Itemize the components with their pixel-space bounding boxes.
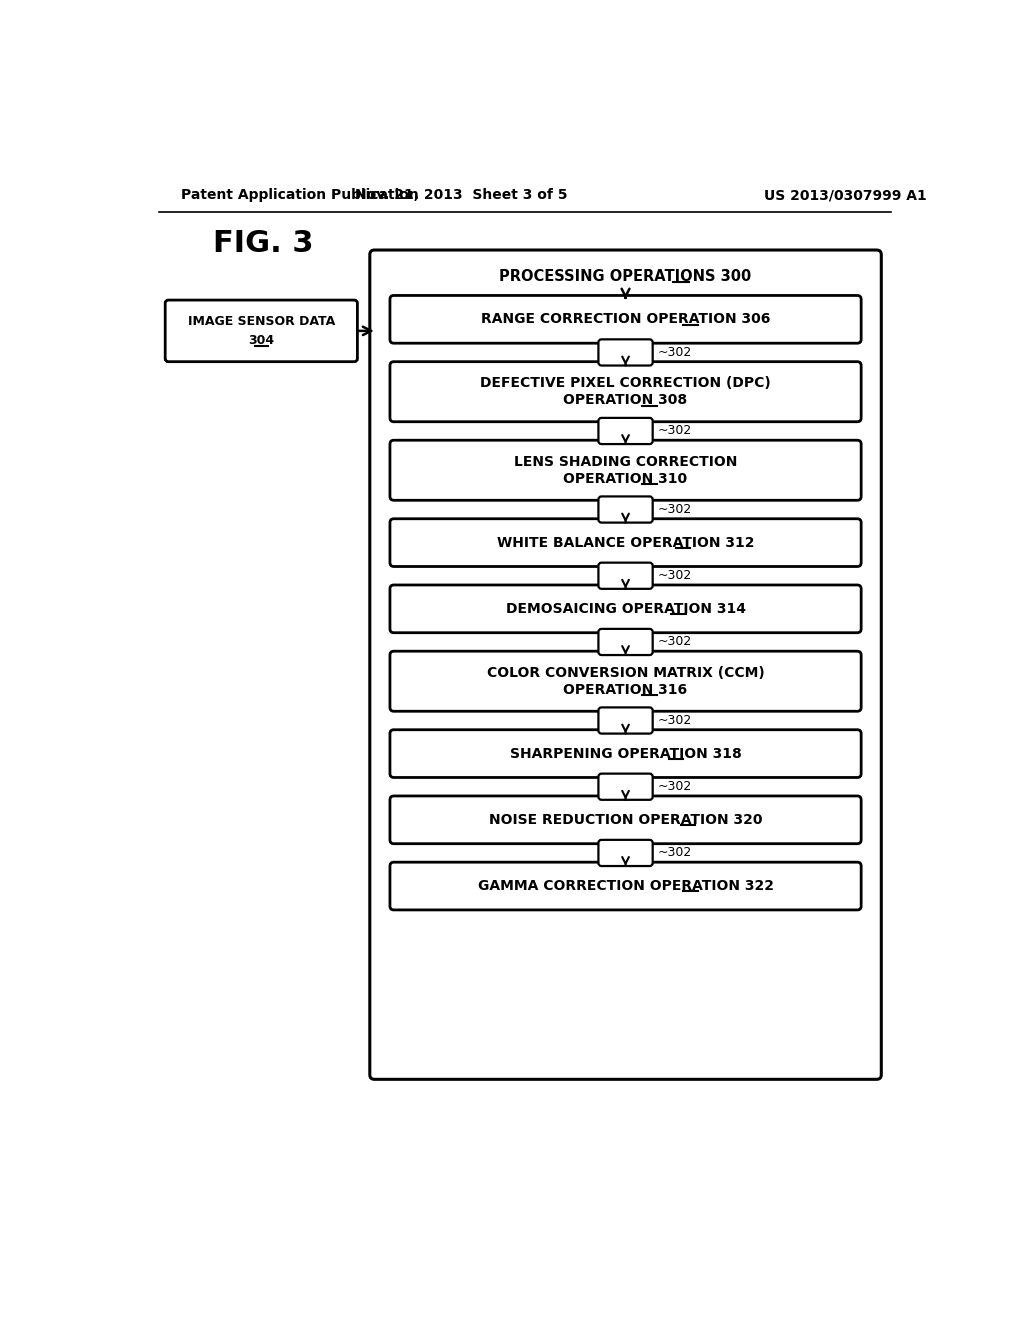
Text: DEFECTIVE PIXEL CORRECTION (DPC): DEFECTIVE PIXEL CORRECTION (DPC) — [480, 376, 771, 391]
Text: Nov. 21, 2013  Sheet 3 of 5: Nov. 21, 2013 Sheet 3 of 5 — [355, 189, 567, 202]
Text: ~302: ~302 — [657, 569, 691, 582]
Text: ~302: ~302 — [657, 503, 691, 516]
FancyBboxPatch shape — [390, 585, 861, 632]
Text: ~302: ~302 — [657, 780, 691, 793]
Text: DEMOSAICING OPERATION 314: DEMOSAICING OPERATION 314 — [506, 602, 745, 616]
FancyBboxPatch shape — [370, 249, 882, 1080]
FancyBboxPatch shape — [598, 628, 652, 655]
Text: Patent Application Publication: Patent Application Publication — [180, 189, 419, 202]
Text: 304: 304 — [248, 334, 274, 347]
FancyBboxPatch shape — [390, 441, 861, 500]
Text: PROCESSING OPERATIONS 300: PROCESSING OPERATIONS 300 — [500, 269, 752, 284]
Text: RANGE CORRECTION OPERATION 306: RANGE CORRECTION OPERATION 306 — [481, 313, 770, 326]
Text: ~302: ~302 — [657, 425, 691, 437]
Text: ~302: ~302 — [657, 846, 691, 859]
FancyBboxPatch shape — [598, 496, 652, 523]
Text: ~302: ~302 — [657, 714, 691, 727]
FancyBboxPatch shape — [598, 708, 652, 734]
FancyBboxPatch shape — [390, 296, 861, 343]
FancyBboxPatch shape — [598, 840, 652, 866]
Text: OPERATION 308: OPERATION 308 — [563, 393, 687, 407]
FancyBboxPatch shape — [390, 862, 861, 909]
FancyBboxPatch shape — [598, 418, 652, 444]
Text: OPERATION 310: OPERATION 310 — [563, 471, 687, 486]
FancyBboxPatch shape — [598, 774, 652, 800]
FancyBboxPatch shape — [390, 651, 861, 711]
Text: IMAGE SENSOR DATA: IMAGE SENSOR DATA — [187, 315, 335, 329]
FancyBboxPatch shape — [598, 339, 652, 366]
Text: US 2013/0307999 A1: US 2013/0307999 A1 — [764, 189, 927, 202]
FancyBboxPatch shape — [390, 519, 861, 566]
Text: COLOR CONVERSION MATRIX (CCM): COLOR CONVERSION MATRIX (CCM) — [486, 665, 765, 680]
Text: FIG. 3: FIG. 3 — [213, 228, 313, 257]
FancyBboxPatch shape — [390, 362, 861, 422]
Text: ~302: ~302 — [657, 635, 691, 648]
FancyBboxPatch shape — [165, 300, 357, 362]
FancyBboxPatch shape — [390, 796, 861, 843]
Text: NOISE REDUCTION OPERATION 320: NOISE REDUCTION OPERATION 320 — [488, 813, 762, 826]
Text: WHITE BALANCE OPERATION 312: WHITE BALANCE OPERATION 312 — [497, 536, 755, 549]
FancyBboxPatch shape — [390, 730, 861, 777]
Text: GAMMA CORRECTION OPERATION 322: GAMMA CORRECTION OPERATION 322 — [477, 879, 773, 894]
Text: SHARPENING OPERATION 318: SHARPENING OPERATION 318 — [510, 747, 741, 760]
Text: OPERATION 316: OPERATION 316 — [563, 682, 687, 697]
FancyBboxPatch shape — [598, 562, 652, 589]
Text: LENS SHADING CORRECTION: LENS SHADING CORRECTION — [514, 455, 737, 469]
Text: ~302: ~302 — [657, 346, 691, 359]
